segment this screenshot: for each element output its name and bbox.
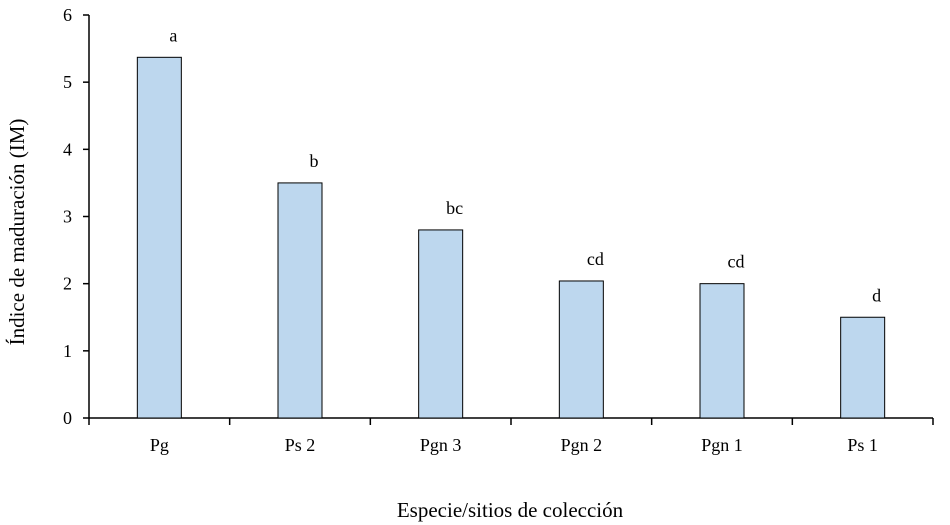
bar — [558, 280, 604, 419]
y-tick-label: 1 — [63, 341, 72, 361]
bars — [136, 56, 886, 419]
bar-significance-label: a — [169, 25, 177, 45]
y-tick-label: 3 — [63, 207, 72, 227]
bar — [840, 316, 886, 419]
y-tick-label: 5 — [63, 72, 72, 92]
y-tick-label: 2 — [63, 274, 72, 294]
bar-significance-label: cd — [728, 252, 745, 272]
x-tick-label: Ps 2 — [285, 435, 316, 455]
bar — [136, 56, 182, 419]
bar-labels: a b bc cd cd d — [169, 25, 881, 305]
y-axis-title: Índice de maduración (IM) — [5, 119, 29, 346]
bar-significance-label: b — [310, 151, 319, 171]
y-tick-label: 4 — [63, 139, 72, 159]
bar — [418, 229, 464, 419]
y-axis: 0 1 2 3 4 5 6 — [63, 5, 90, 428]
x-axis: Pg Ps 2 Pgn 3 Pgn 2 Pgn 1 Ps 1 — [88, 417, 934, 455]
bar — [277, 182, 323, 419]
x-tick-label: Ps 1 — [847, 435, 878, 455]
x-tick-label: Pg — [150, 435, 169, 455]
y-tick-label: 0 — [63, 408, 72, 428]
x-tick-label: Pgn 1 — [701, 435, 743, 455]
y-tick-label: 6 — [63, 5, 72, 25]
x-tick-label: Pgn 3 — [420, 435, 462, 455]
x-tick-label: Pgn 2 — [561, 435, 603, 455]
bar-significance-label: cd — [587, 249, 604, 269]
bar — [699, 283, 745, 419]
bar-significance-label: d — [872, 285, 881, 305]
bar-significance-label: bc — [446, 198, 463, 218]
x-axis-title: Especie/sitios de colección — [397, 498, 624, 522]
